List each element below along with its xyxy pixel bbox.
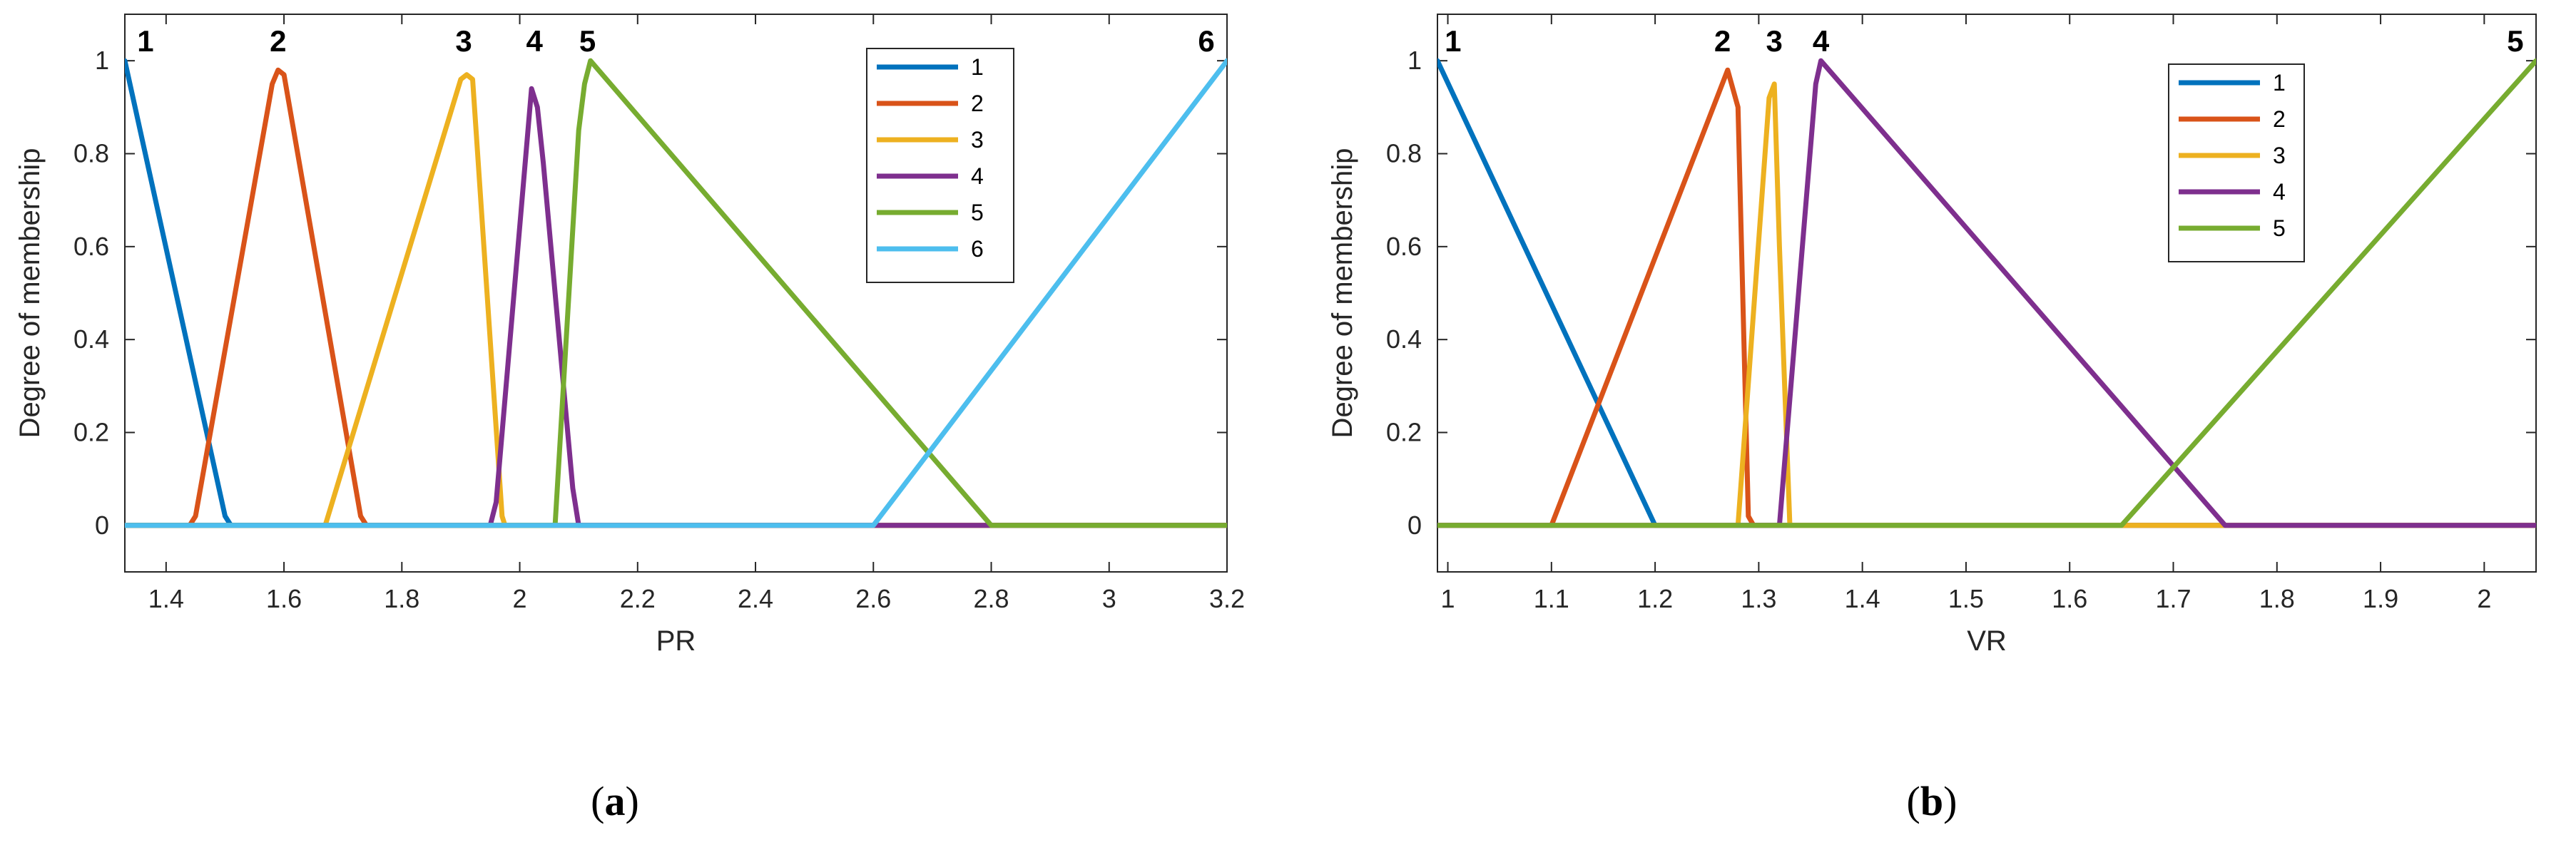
x-tick-label: 2: [513, 584, 527, 613]
y-tick-label: 0.8: [1386, 139, 1422, 168]
series-line-6: [125, 58, 1227, 528]
x-tick-label: 1.6: [266, 584, 302, 613]
x-tick-label: 1.2: [1637, 584, 1673, 613]
panel-caption: (b): [1907, 778, 1958, 824]
panel-caption: (a): [591, 778, 639, 824]
y-tick-label: 0.2: [1386, 418, 1422, 447]
legend-entry-2: 2: [2273, 106, 2286, 132]
x-tick-label: 2.8: [973, 584, 1009, 613]
peak-label-1: 1: [137, 24, 153, 58]
x-tick-label: 1.4: [148, 584, 184, 613]
peak-label-4: 4: [1813, 24, 1830, 58]
legend-entry-1: 1: [2273, 70, 2286, 96]
series-line-4: [125, 86, 1227, 528]
x-tick-label: 2.6: [855, 584, 891, 613]
peak-label-1: 1: [1445, 24, 1461, 58]
series-line-3: [1437, 81, 2536, 528]
y-axis-label: Degree of membership: [1327, 148, 1358, 439]
peak-label-5: 5: [2507, 24, 2523, 58]
x-tick-label: 2: [2477, 584, 2491, 613]
series-line-5: [125, 58, 1227, 528]
axes-box: [1437, 14, 2537, 573]
legend-entry-2: 2: [971, 91, 984, 116]
y-tick-label: 0: [1407, 511, 1422, 540]
peak-label-5: 5: [579, 24, 596, 58]
legend-box: [866, 48, 1014, 283]
peak-label-2: 2: [270, 24, 286, 58]
chart-panel-a: 1.4 1.6 1.8 2 2.2 2.4 2.6 2.8 3 3.2 0 0.2 0.4 0.6 0.8 1…: [14, 14, 1245, 824]
legend-entry-3: 3: [971, 127, 984, 153]
series-line-2: [1437, 67, 2536, 528]
x-tick-label: 1.3: [1741, 584, 1776, 613]
chart-panel-b: 1 1.1 1.2 1.3 1.4 1.5 1.6 1.7 1.8 1.9 2 0 0.2 0.4 0.6 0…: [1327, 14, 2537, 824]
x-tick-label: 3.2: [1209, 584, 1245, 613]
y-tick-label: 1: [1407, 46, 1422, 75]
x-tick-label: 2.4: [738, 584, 773, 613]
y-tick-label: 1: [95, 46, 109, 75]
peak-label-6: 6: [1198, 24, 1214, 58]
series-line-2: [125, 67, 1227, 528]
x-tick-label: 1.9: [2363, 584, 2398, 613]
peak-label-3: 3: [455, 24, 472, 58]
legend-entry-5: 5: [971, 200, 984, 225]
x-tick-label: 1.4: [1845, 584, 1880, 613]
legend-entry-4: 4: [2273, 179, 2286, 205]
x-tick-label: 1.6: [2052, 584, 2087, 613]
y-tick-label: 0.4: [1386, 324, 1422, 354]
peak-label-2: 2: [1714, 24, 1731, 58]
x-tick-label: 3: [1102, 584, 1116, 613]
peak-label-4: 4: [526, 24, 544, 58]
y-tick-label: 0: [95, 511, 109, 540]
legend-entry-3: 3: [2273, 143, 2286, 168]
y-tick-label: 0.8: [73, 139, 109, 168]
x-tick-label: 1.8: [2259, 584, 2295, 613]
x-tick-label: 1.8: [384, 584, 419, 613]
legend: 1 2 3 4 5: [2168, 63, 2305, 262]
series-line-4: [1437, 58, 2536, 528]
legend-entry-4: 4: [971, 163, 984, 189]
y-tick-label: 0.2: [73, 418, 109, 447]
peak-label-3: 3: [1766, 24, 1782, 58]
axes-box: [124, 14, 1228, 573]
x-tick-label: 1: [1441, 584, 1455, 613]
legend: 1 2 3 4 5 6: [866, 48, 1014, 283]
x-tick-label: 1.5: [1948, 584, 1984, 613]
x-tick-label: 2.2: [620, 584, 656, 613]
series-line-3: [125, 72, 1227, 528]
x-tick-label: 1.7: [2155, 584, 2191, 613]
y-tick-label: 0.6: [1386, 232, 1422, 261]
legend-entry-1: 1: [971, 54, 984, 80]
series-line-1: [125, 58, 1227, 528]
x-tick-label: 1.1: [1534, 584, 1569, 613]
y-tick-label: 0.6: [73, 232, 109, 261]
x-axis-label: PR: [656, 625, 696, 657]
y-tick-label: 0.4: [73, 324, 109, 354]
legend-entry-6: 6: [971, 236, 984, 262]
series-line-1: [1437, 58, 2536, 528]
y-axis-label: Degree of membership: [14, 148, 46, 439]
legend-entry-5: 5: [2273, 215, 2286, 241]
x-axis-label: VR: [1967, 625, 2007, 657]
series-line-5: [1437, 58, 2536, 528]
